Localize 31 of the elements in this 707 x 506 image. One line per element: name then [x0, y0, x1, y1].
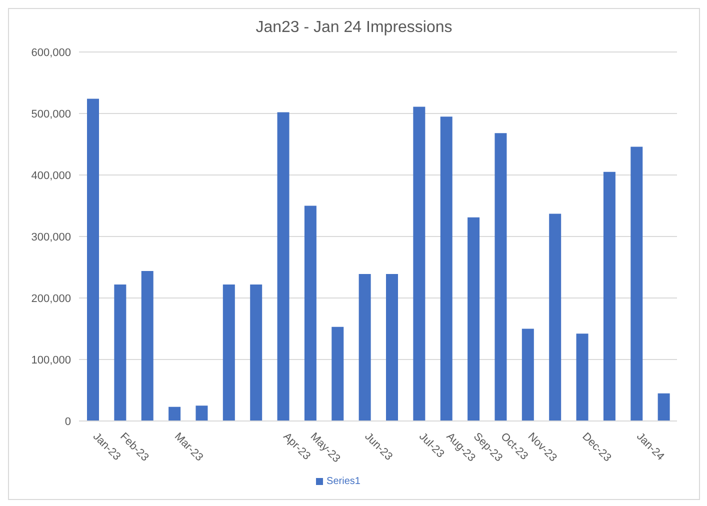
bar [304, 206, 316, 421]
bar [114, 284, 126, 421]
bar [522, 328, 534, 421]
bar [440, 116, 452, 421]
bar [332, 326, 344, 421]
bar [576, 334, 588, 421]
bar [141, 270, 154, 421]
bar [222, 284, 235, 421]
legend-label: Series1 [326, 476, 360, 487]
bar [630, 146, 643, 421]
bar [277, 112, 290, 421]
bar [603, 172, 616, 421]
bar [196, 406, 208, 421]
bar [87, 98, 99, 421]
y-tick-label: 300,000 [31, 231, 71, 244]
y-tick-label: 200,000 [31, 292, 71, 305]
bar [658, 393, 670, 421]
bar [413, 106, 426, 421]
y-tick-label: 400,000 [31, 170, 71, 182]
y-tick-label: 500,000 [31, 108, 71, 120]
bar [358, 274, 371, 421]
y-tick-label: 600,000 [31, 46, 71, 59]
bar [386, 274, 398, 421]
bar [168, 406, 181, 421]
bar [549, 214, 562, 421]
bar [250, 284, 262, 421]
y-tick-label: 100,000 [31, 354, 71, 366]
chart-title: Jan23 - Jan 24 Impressions [254, 19, 454, 37]
bar [494, 133, 507, 421]
y-tick-label: 0 [64, 416, 71, 428]
bar [468, 217, 480, 421]
